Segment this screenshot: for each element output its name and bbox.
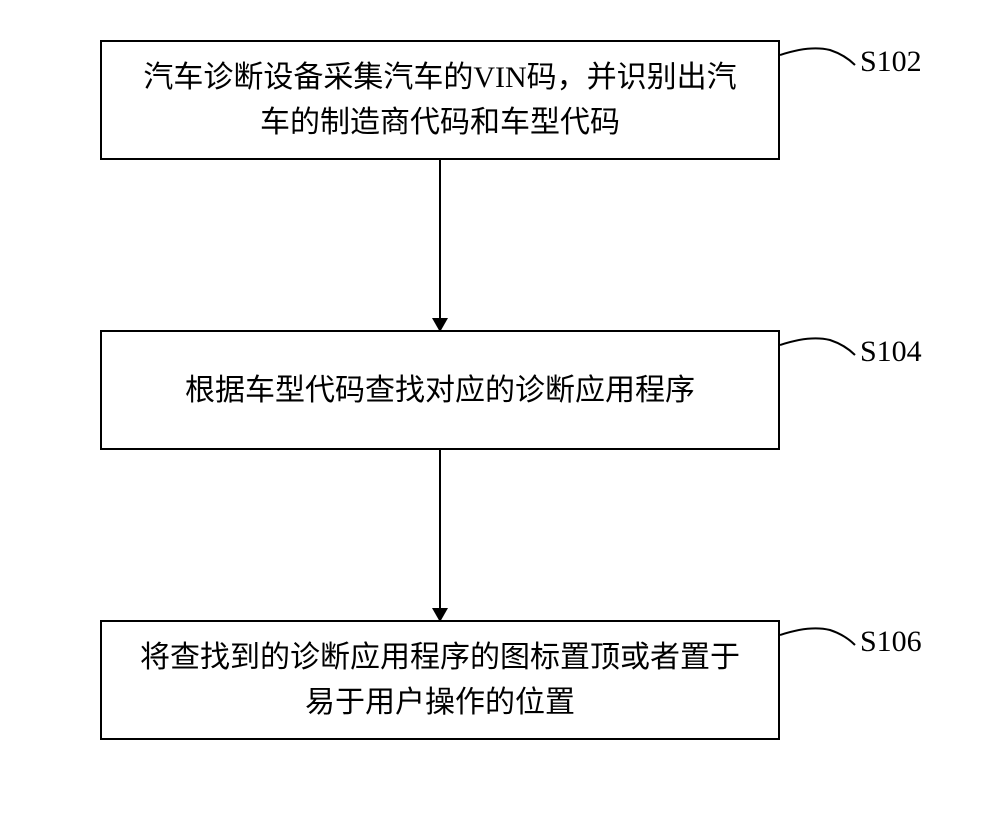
- flow-step-s106-text: 将查找到的诊断应用程序的图标置顶或者置于易于用户操作的位置: [132, 635, 748, 725]
- flow-step-s106: 将查找到的诊断应用程序的图标置顶或者置于易于用户操作的位置: [100, 620, 780, 740]
- step-label-s104: S104: [860, 335, 922, 369]
- connector-s102-s104: [439, 160, 441, 318]
- flow-step-s102-text: 汽车诊断设备采集汽车的VIN码，并识别出汽车的制造商代码和车型代码: [132, 55, 748, 145]
- step-label-s102: S102: [860, 45, 922, 79]
- label-connector-s104: [780, 330, 860, 370]
- flow-step-s104-text: 根据车型代码查找对应的诊断应用程序: [185, 368, 695, 413]
- label-connector-s102: [780, 40, 860, 80]
- connector-s104-s106: [439, 450, 441, 608]
- flow-step-s102: 汽车诊断设备采集汽车的VIN码，并识别出汽车的制造商代码和车型代码: [100, 40, 780, 160]
- label-connector-s106: [780, 620, 860, 660]
- step-label-s106: S106: [860, 625, 922, 659]
- flow-step-s104: 根据车型代码查找对应的诊断应用程序: [100, 330, 780, 450]
